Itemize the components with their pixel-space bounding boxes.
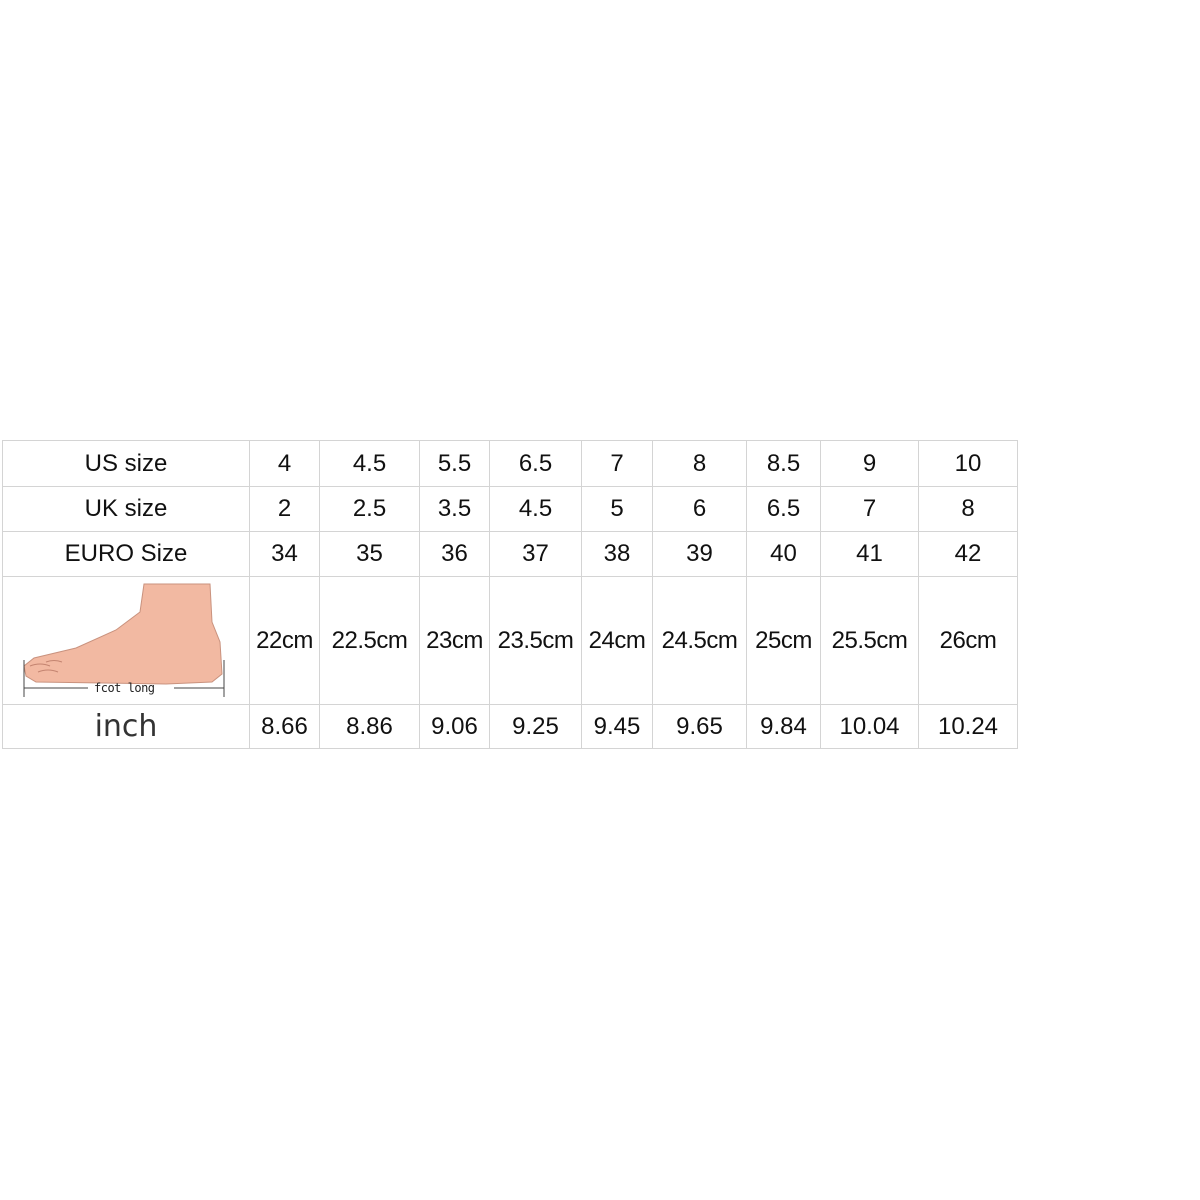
size-cell: 6 bbox=[652, 486, 747, 532]
size-cell: 8.5 bbox=[746, 440, 821, 487]
size-cell: 9.45 bbox=[581, 704, 653, 749]
uk-size-row: UK size 2 2.5 3.5 4.5 5 6 6.5 7 8 bbox=[2, 486, 1018, 532]
size-cell: 26cm bbox=[918, 576, 1018, 705]
size-cell: 24cm bbox=[581, 576, 653, 705]
size-cell: 9.06 bbox=[419, 704, 490, 749]
us-size-row: US size 4 4.5 5.5 6.5 7 8 8.5 9 10 bbox=[2, 440, 1018, 487]
size-chart-table: US size 4 4.5 5.5 6.5 7 8 8.5 9 10 UK size 2 2.5 3.5 4… bbox=[2, 440, 1018, 749]
size-cell: 7 bbox=[581, 440, 653, 487]
size-cell: 4 bbox=[249, 440, 320, 487]
size-cell: 4.5 bbox=[489, 486, 582, 532]
size-cell: 41 bbox=[820, 531, 919, 577]
size-cell: 37 bbox=[489, 531, 582, 577]
size-cell: 36 bbox=[419, 531, 490, 577]
size-cell: 23.5cm bbox=[489, 576, 582, 705]
size-cell: 38 bbox=[581, 531, 653, 577]
size-cell: 4.5 bbox=[319, 440, 420, 487]
size-cell: 8 bbox=[652, 440, 747, 487]
size-cell: 9.84 bbox=[746, 704, 821, 749]
size-cell: 6.5 bbox=[489, 440, 582, 487]
size-cell: 9.65 bbox=[652, 704, 747, 749]
size-cell: 34 bbox=[249, 531, 320, 577]
size-cell: 25.5cm bbox=[820, 576, 919, 705]
size-cell: 3.5 bbox=[419, 486, 490, 532]
size-cell: 22cm bbox=[249, 576, 320, 705]
size-cell: 7 bbox=[820, 486, 919, 532]
row-label: EURO Size bbox=[2, 531, 250, 577]
size-cell: 22.5cm bbox=[319, 576, 420, 705]
size-cell: 24.5cm bbox=[652, 576, 747, 705]
size-cell: 2.5 bbox=[319, 486, 420, 532]
foot-caption: fcot long bbox=[94, 681, 155, 695]
size-cell: 5 bbox=[581, 486, 653, 532]
size-cell: 9 bbox=[820, 440, 919, 487]
size-cell: 10 bbox=[918, 440, 1018, 487]
foot-length-row: fcot long 22cm 22.5cm 23cm 23.5cm 24cm 24.5cm 2… bbox=[2, 576, 1018, 705]
foot-illustration-icon: fcot long bbox=[23, 583, 225, 697]
size-cell: 42 bbox=[918, 531, 1018, 577]
inch-row: inch 8.66 8.86 9.06 9.25 9.45 9.65 9.84 10.04 10.… bbox=[2, 704, 1018, 749]
euro-size-row: EURO Size 34 35 36 37 38 39 40 41 42 bbox=[2, 531, 1018, 577]
size-cell: 6.5 bbox=[746, 486, 821, 532]
row-label: inch bbox=[2, 704, 250, 749]
size-cell: 25cm bbox=[746, 576, 821, 705]
size-cell: 8 bbox=[918, 486, 1018, 532]
size-cell: 35 bbox=[319, 531, 420, 577]
size-cell: 8.66 bbox=[249, 704, 320, 749]
row-label: UK size bbox=[2, 486, 250, 532]
size-cell: 8.86 bbox=[319, 704, 420, 749]
row-label: US size bbox=[2, 440, 250, 487]
size-cell: 9.25 bbox=[489, 704, 582, 749]
foot-illustration-cell: fcot long bbox=[2, 576, 250, 705]
size-cell: 40 bbox=[746, 531, 821, 577]
size-cell: 2 bbox=[249, 486, 320, 532]
size-cell: 5.5 bbox=[419, 440, 490, 487]
size-cell: 10.24 bbox=[918, 704, 1018, 749]
size-cell: 10.04 bbox=[820, 704, 919, 749]
size-cell: 23cm bbox=[419, 576, 490, 705]
size-cell: 39 bbox=[652, 531, 747, 577]
